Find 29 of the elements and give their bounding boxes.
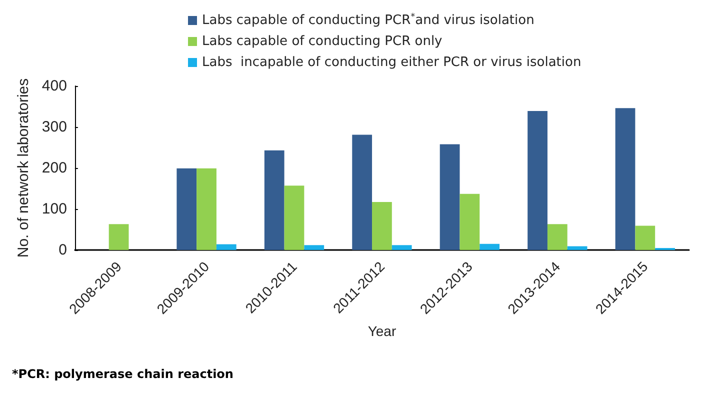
x-axis-title: Year bbox=[368, 323, 396, 339]
y-tick-label: 200 bbox=[42, 160, 67, 176]
bar bbox=[528, 111, 548, 250]
bar bbox=[196, 168, 216, 250]
y-axis-title: No. of network laboratories bbox=[15, 78, 32, 258]
y-tick-label: 300 bbox=[42, 118, 67, 136]
bar bbox=[635, 226, 656, 250]
bar bbox=[480, 244, 500, 250]
bar bbox=[304, 245, 324, 250]
bar bbox=[460, 194, 480, 250]
bar bbox=[352, 134, 372, 250]
bar bbox=[392, 245, 412, 250]
bar bbox=[440, 144, 460, 250]
bar bbox=[567, 246, 588, 250]
legend-label: Labs capable of conducting PCR*and virus isolation bbox=[202, 12, 534, 28]
bar bbox=[615, 108, 636, 250]
bar bbox=[284, 186, 304, 250]
legend-label: Labs incapable of conducting either PCR or virus isolation bbox=[202, 55, 582, 70]
bar bbox=[176, 168, 197, 250]
y-tick-label: 100 bbox=[42, 200, 67, 218]
bar bbox=[547, 224, 568, 250]
bar bbox=[264, 150, 284, 250]
text: *PCR: polymerase chain reaction bbox=[12, 367, 234, 381]
legend-label: Labs capable of conducting PCR only bbox=[202, 34, 443, 49]
bar bbox=[108, 224, 129, 250]
bar bbox=[216, 244, 236, 250]
bar bbox=[372, 202, 392, 250]
y-tick-label: 0 bbox=[58, 242, 67, 258]
y-tick-label: 400 bbox=[42, 78, 67, 94]
